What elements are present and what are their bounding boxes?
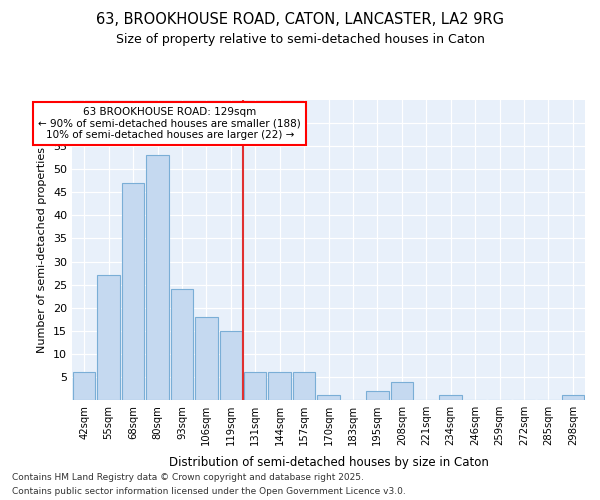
Bar bbox=[439, 396, 462, 400]
Bar bbox=[73, 372, 95, 400]
X-axis label: Distribution of semi-detached houses by size in Caton: Distribution of semi-detached houses by … bbox=[169, 456, 488, 469]
Text: Size of property relative to semi-detached houses in Caton: Size of property relative to semi-detach… bbox=[116, 32, 484, 46]
Bar bbox=[122, 183, 145, 400]
Text: Contains HM Land Registry data © Crown copyright and database right 2025.: Contains HM Land Registry data © Crown c… bbox=[12, 472, 364, 482]
Bar bbox=[268, 372, 291, 400]
Bar bbox=[293, 372, 316, 400]
Text: 63, BROOKHOUSE ROAD, CATON, LANCASTER, LA2 9RG: 63, BROOKHOUSE ROAD, CATON, LANCASTER, L… bbox=[96, 12, 504, 28]
Text: 63 BROOKHOUSE ROAD: 129sqm
← 90% of semi-detached houses are smaller (188)
10% o: 63 BROOKHOUSE ROAD: 129sqm ← 90% of semi… bbox=[38, 107, 301, 140]
Text: Contains public sector information licensed under the Open Government Licence v3: Contains public sector information licen… bbox=[12, 488, 406, 496]
Bar bbox=[317, 396, 340, 400]
Bar bbox=[562, 396, 584, 400]
Bar bbox=[146, 156, 169, 400]
Bar bbox=[195, 317, 218, 400]
Bar bbox=[366, 391, 389, 400]
Bar bbox=[97, 276, 120, 400]
Bar bbox=[391, 382, 413, 400]
Bar bbox=[244, 372, 266, 400]
Bar bbox=[170, 289, 193, 400]
Y-axis label: Number of semi-detached properties: Number of semi-detached properties bbox=[37, 147, 47, 353]
Bar bbox=[220, 331, 242, 400]
